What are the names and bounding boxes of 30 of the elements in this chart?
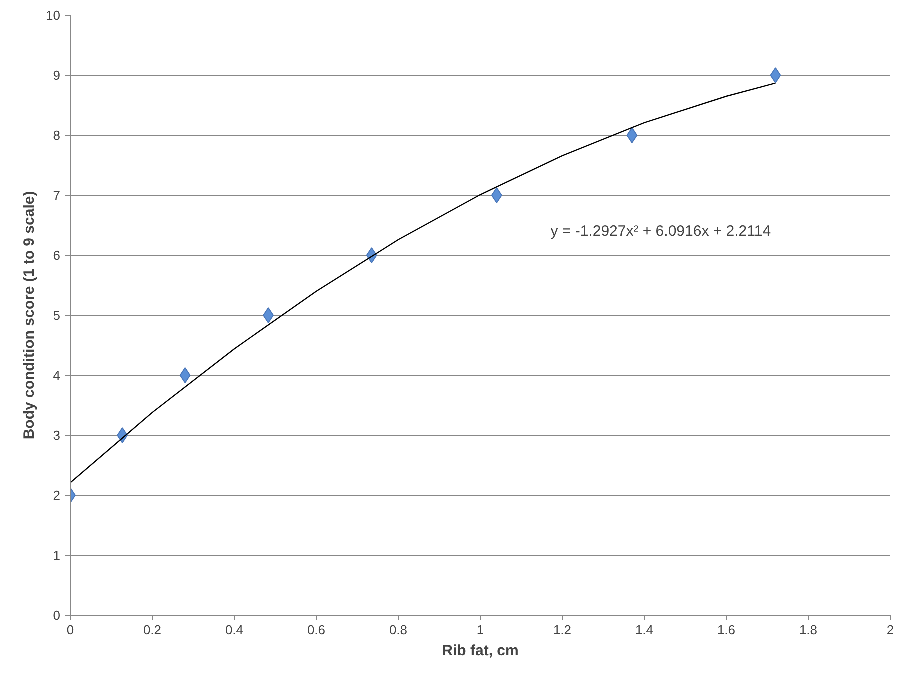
y-tick-label: 2 (53, 488, 61, 503)
point (626, 128, 638, 144)
annotation: y = -1.2927x² + 6.0916x + 2.2114 (550, 223, 772, 240)
y-tick-label: 10 (46, 8, 61, 23)
x-tick-label: 1.2 (553, 622, 572, 638)
point (263, 308, 274, 324)
x-tick-label: 1.6 (717, 622, 736, 638)
y-tick-label: 7 (53, 188, 61, 203)
y-axis-title: Body condition score (1 to 9 scale) (21, 191, 38, 440)
point (180, 368, 191, 384)
y-tick-label: 8 (53, 128, 61, 143)
y-tick-label: 4 (53, 368, 61, 383)
x-tick-label: 0.4 (225, 622, 244, 638)
y-tick-label: 0 (53, 608, 61, 623)
x-tick-label: 0.8 (389, 622, 408, 638)
point (491, 188, 502, 204)
x-tick-label: 0.6 (307, 622, 326, 638)
x-tick-label: 1.4 (635, 622, 654, 638)
x-axis-title: Rib fat, cm (442, 642, 519, 660)
x-tick-label: 1.8 (799, 622, 818, 638)
y-tick-label: 5 (53, 308, 61, 323)
x-tick-label: 2 (886, 622, 894, 638)
point (770, 68, 782, 84)
x-tick-label: 0 (66, 622, 74, 638)
x-tick-label: 0.2 (143, 622, 162, 638)
y-tick-label: 6 (53, 248, 61, 263)
y-tick-label: 9 (53, 68, 61, 83)
y-tick-label: 3 (53, 428, 61, 443)
y-tick-label: 1 (53, 548, 61, 563)
x-tick-label: 1 (476, 622, 484, 638)
